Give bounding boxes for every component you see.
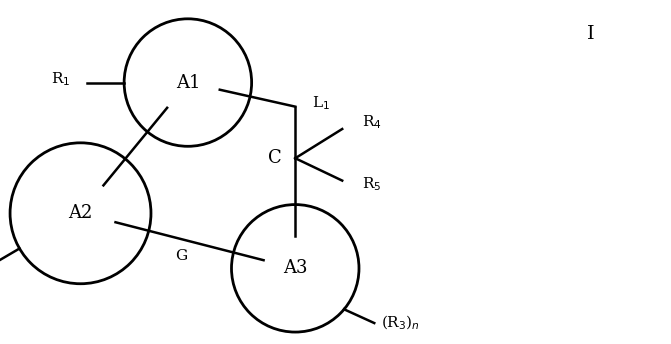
Text: R$_4$: R$_4$ <box>362 113 382 131</box>
Text: G: G <box>175 249 187 264</box>
Text: A2: A2 <box>68 204 93 222</box>
Text: L$_1$: L$_1$ <box>312 94 330 112</box>
Text: (R$_3$)$_n$: (R$_3$)$_n$ <box>381 314 420 332</box>
Text: R$_5$: R$_5$ <box>362 175 382 193</box>
Text: C: C <box>268 149 282 167</box>
Text: I: I <box>586 25 595 43</box>
Text: A3: A3 <box>283 259 307 277</box>
Text: A1: A1 <box>176 74 200 92</box>
Text: R$_1$: R$_1$ <box>51 70 70 88</box>
